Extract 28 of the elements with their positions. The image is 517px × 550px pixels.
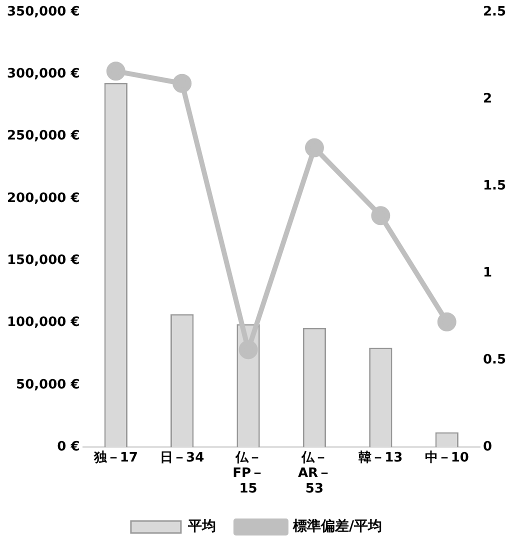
y-tick-label: 150,000 € [6,253,80,268]
x-tick-label: 仏－FP－15 [232,450,264,497]
point [371,206,390,226]
legend-label: 標準偏差/平均 [292,518,382,535]
y-tick-label: 100,000 € [6,315,80,330]
legend-label: 平均 [186,518,216,535]
x-tick-label: 仏－AR－53 [298,450,332,497]
x-tick-label: 日－34 [160,450,204,466]
point [172,74,192,93]
point [106,62,126,81]
y-tick-label: 300,000 € [6,66,80,82]
y2-tick-label: 1 [482,265,492,280]
point [437,312,456,332]
y-tick-label: 350,000 € [6,4,80,20]
y-tick-label: 50,000 € [16,377,80,392]
x-tick-label: 韓－13 [358,450,403,466]
y2-tick-label: 2 [482,91,492,106]
y-tick-label: 0 € [57,440,80,455]
point [238,340,258,360]
y-tick-label: 250,000 € [6,128,80,144]
x-tick-label: 中－10 [424,450,469,466]
y2-tick-label: 2.5 [482,4,506,20]
x-tick-label: 独－17 [92,450,138,466]
y-tick-label: 200,000 € [6,190,80,206]
y2-tick-label: 0.5 [482,352,506,368]
point [304,138,324,158]
y2-tick-label: 0 [482,440,492,455]
y2-tick-label: 1.5 [482,178,506,194]
